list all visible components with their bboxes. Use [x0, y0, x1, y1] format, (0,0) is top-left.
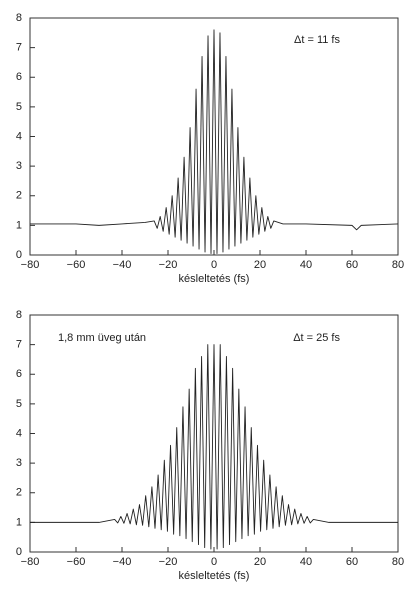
x-tick-label: −40	[113, 259, 132, 271]
x-axis-label: késleltetés (fs)	[179, 570, 250, 582]
x-tick-label: 20	[254, 556, 266, 568]
y-tick-label: 3	[16, 160, 22, 172]
y-tick-label: 8	[16, 309, 22, 321]
x-tick-label: −80	[21, 556, 40, 568]
y-tick-label: 5	[16, 398, 22, 410]
x-tick-label: 40	[300, 556, 312, 568]
x-tick-label: 80	[392, 556, 404, 568]
x-tick-label: 0	[211, 259, 217, 271]
y-tick-label: 7	[16, 339, 22, 351]
y-tick-label: 1	[16, 219, 22, 231]
x-tick-label: 0	[211, 556, 217, 568]
x-tick-label: −80	[21, 259, 40, 271]
y-tick-label: 0	[16, 546, 22, 558]
annotation: Δt = 11 fs	[294, 34, 340, 46]
x-tick-label: −40	[113, 556, 132, 568]
x-tick-label: 20	[254, 259, 266, 271]
x-tick-label: −20	[159, 556, 178, 568]
y-tick-label: 3	[16, 457, 22, 469]
y-tick-label: 4	[16, 427, 22, 439]
line-series	[30, 29, 399, 254]
y-tick-label: 0	[16, 249, 22, 261]
y-tick-label: 6	[16, 71, 22, 83]
x-tick-label: −60	[67, 259, 86, 271]
annotation: 1,8 mm üveg után	[58, 332, 146, 344]
y-tick-label: 4	[16, 130, 22, 142]
annotation: Δt = 25 fs	[293, 332, 340, 344]
x-tick-label: 60	[346, 259, 358, 271]
x-tick-label: 40	[300, 259, 312, 271]
y-tick-label: 2	[16, 190, 22, 202]
line-series	[30, 344, 398, 550]
y-tick-label: 2	[16, 487, 22, 499]
y-tick-label: 5	[16, 101, 22, 113]
y-tick-label: 8	[16, 12, 22, 24]
x-tick-label: −60	[67, 556, 86, 568]
x-tick-label: −20	[159, 259, 178, 271]
x-axis-label: késleltetés (fs)	[179, 273, 250, 285]
x-tick-label: 80	[392, 259, 404, 271]
y-tick-label: 1	[16, 516, 22, 528]
x-tick-label: 60	[346, 556, 358, 568]
y-tick-label: 6	[16, 368, 22, 380]
y-tick-label: 7	[16, 42, 22, 54]
